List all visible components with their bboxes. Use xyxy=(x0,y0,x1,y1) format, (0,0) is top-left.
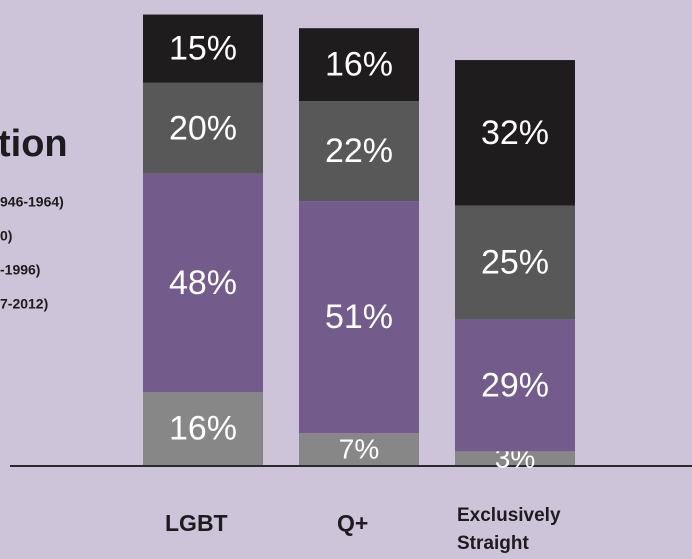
bar-segment xyxy=(455,60,575,206)
legend-label: 7-2012) xyxy=(0,296,48,312)
legend-label: 946-1964) xyxy=(0,194,64,210)
bar-segment xyxy=(299,101,419,202)
value-label: 20% xyxy=(169,109,237,147)
bar-segment xyxy=(299,28,419,102)
value-label: 32% xyxy=(481,114,549,152)
bar-segment xyxy=(143,173,263,393)
x-tick-label: LGBT xyxy=(165,510,228,536)
legend-label: -1996) xyxy=(0,262,40,278)
value-label: 16% xyxy=(169,410,237,448)
value-label: 51% xyxy=(325,298,393,336)
value-label: 7% xyxy=(339,433,379,464)
x-tick-label: Exclusively Straight xyxy=(457,505,561,554)
legend-label: 0) xyxy=(0,228,12,244)
chart-title: tion xyxy=(0,123,68,165)
bar-segment xyxy=(455,205,575,320)
bar-segment xyxy=(455,451,575,465)
value-label: 25% xyxy=(481,244,549,282)
value-label: 48% xyxy=(169,264,237,302)
bar-segment xyxy=(299,433,419,465)
bar-segment xyxy=(455,319,575,452)
bar-segment xyxy=(299,201,419,434)
bar-segment xyxy=(143,82,263,174)
x-tick-label: Q+ xyxy=(337,510,369,536)
bar-segment xyxy=(143,14,263,83)
value-label: 22% xyxy=(325,132,393,170)
bar-segment xyxy=(143,392,263,465)
value-label: 16% xyxy=(325,46,393,84)
value-label: 29% xyxy=(481,366,549,404)
value-label: 15% xyxy=(169,30,237,68)
